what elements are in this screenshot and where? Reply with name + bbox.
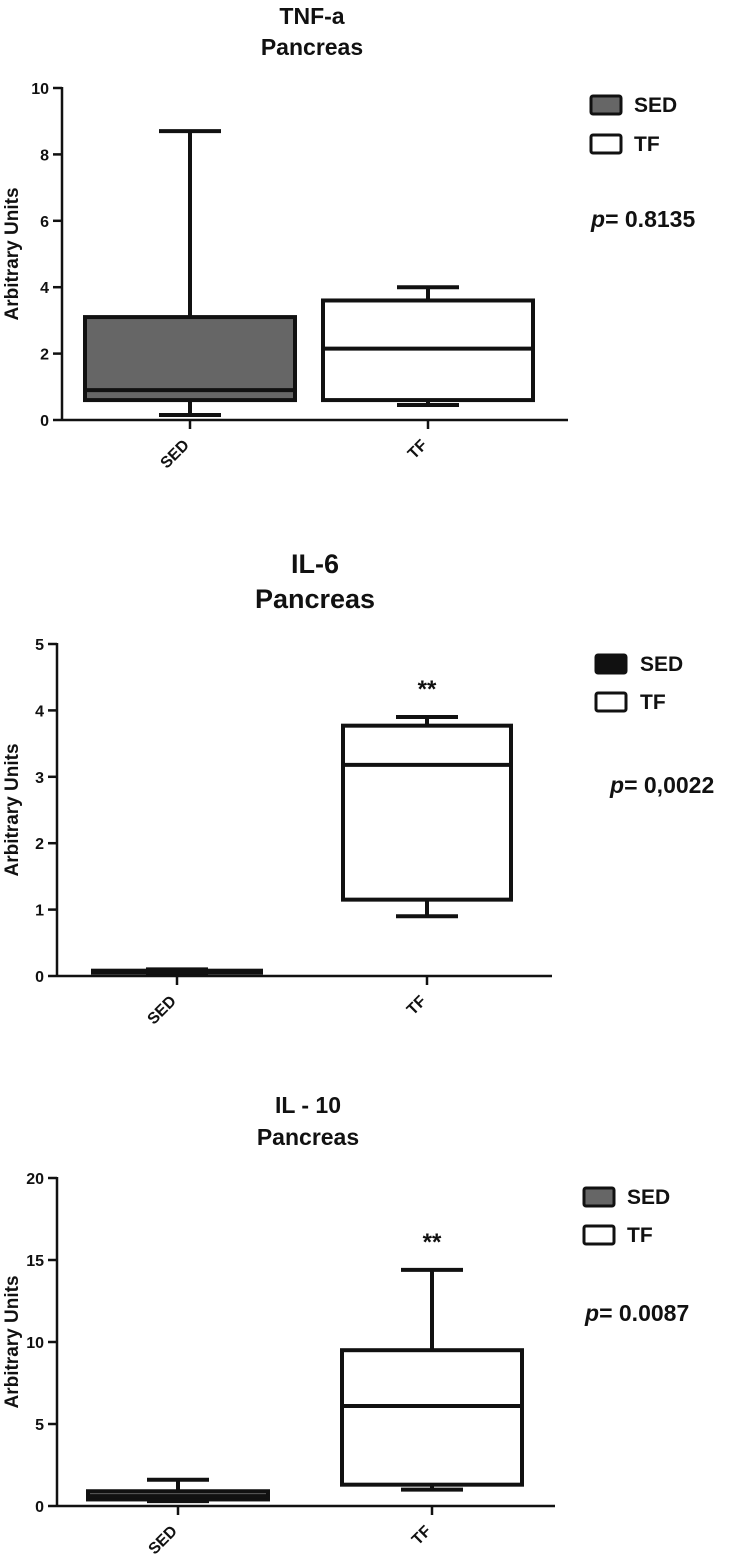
y-tick-label: 1 [35,903,44,920]
tnf-a-box-plot: TNF-a Pancreas Arbitrary Units 0 2 4 6 8 10 SED TF… [2,3,695,472]
y-tick-label: 8 [40,147,49,164]
chart-subtitle: Pancreas [255,584,375,614]
significance-marker: ** [418,676,437,703]
y-tick-label: 0 [40,413,49,430]
iqr-box-tf [341,723,513,902]
p-value: = 0.8135 [605,206,695,232]
p-symbol: p [609,772,624,798]
y-tick-label: 4 [40,280,49,297]
p-symbol: p [584,1300,599,1326]
p-value-text: p= 0.8135 [590,206,695,232]
chart-title: IL-6 [291,549,339,579]
p-value: = 0,0022 [624,772,714,798]
y-tick-label: 5 [35,1417,44,1434]
x-tick-label-tf: TF [409,1523,435,1549]
y-tick-label: 5 [35,637,44,654]
y-tick-label: 15 [26,1253,44,1270]
y-tick-label: 0 [35,1499,44,1516]
x-tick-label-sed: SED [146,1523,181,1558]
y-tick-label: 3 [35,770,44,787]
chart-title: IL - 10 [275,1092,341,1118]
p-value-text: p= 0,0022 [609,772,714,798]
y-tick-label: 10 [31,81,49,98]
significance-marker: ** [423,1229,442,1256]
legend-label-tf: TF [640,691,666,714]
legend-label-sed: SED [627,1186,670,1209]
y-tick-label: 10 [26,1335,44,1352]
legend-swatch-tf [582,1224,616,1246]
iqr-box-tf [340,1348,524,1487]
legend-swatch-sed [582,1186,616,1208]
y-tick-label: 4 [35,703,44,720]
il-6-chart-panel: IL-6 Pancreas Arbitrary Units 0 1 2 3 4 5 SED TF **… [2,549,714,1028]
legend-label-tf: TF [634,133,660,156]
y-axis-label: Arbitrary Units [2,1275,23,1408]
p-value: = 0.0087 [599,1300,689,1326]
chart-title: TNF-a [279,3,344,29]
p-symbol: p [590,206,605,232]
y-tick-label: 20 [26,1171,44,1188]
legend-swatch-sed [594,653,628,675]
tnf-a-chart-panel: TNF-a Pancreas Arbitrary Units 0 2 4 6 8 10 SED TF… [0,0,735,500]
legend-swatch-tf [594,691,628,713]
y-tick-label: 2 [35,836,44,853]
iqr-box-sed [83,315,297,403]
legend-label-sed: SED [634,94,677,117]
legend-label-tf: TF [627,1224,653,1247]
y-tick-label: 0 [35,969,44,986]
y-axis-label: Arbitrary Units [2,743,23,876]
y-axis-label: Arbitrary Units [2,187,23,320]
p-value-text: p= 0.0087 [584,1300,689,1326]
legend-swatch-sed [589,94,623,116]
y-tick-label: 2 [40,347,49,364]
legend-label-sed: SED [640,653,683,676]
il-6-box-plot: IL-6 Pancreas Arbitrary Units 0 1 2 3 4 5 SED TF **… [2,549,714,1028]
legend-swatch-tf [589,133,623,155]
y-tick-label: 6 [40,214,49,231]
chart-subtitle: Pancreas [257,1124,359,1150]
chart-subtitle: Pancreas [261,34,363,60]
